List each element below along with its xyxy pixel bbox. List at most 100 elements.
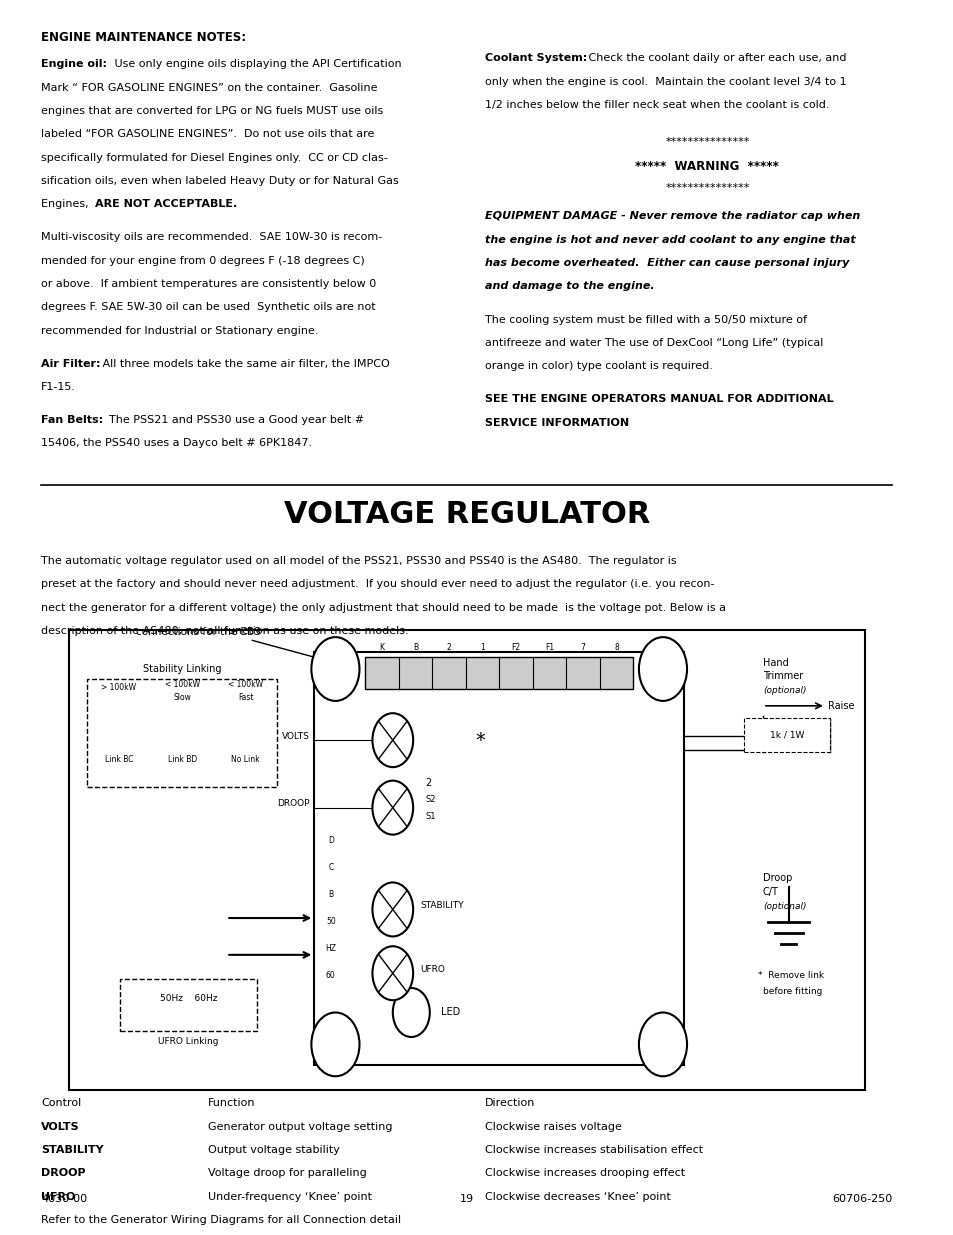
Text: VOLTAGE REGULATOR: VOLTAGE REGULATOR <box>283 500 649 529</box>
Text: 1: 1 <box>479 643 484 652</box>
Text: K: K <box>379 643 384 652</box>
Text: Droop: Droop <box>762 873 791 883</box>
Text: STABILITY: STABILITY <box>420 902 464 910</box>
Text: EQUIPMENT DAMAGE - Never remove the radiator cap when: EQUIPMENT DAMAGE - Never remove the radi… <box>485 211 860 221</box>
Text: 2: 2 <box>425 778 431 788</box>
Text: Air Filter:: Air Filter: <box>41 358 101 369</box>
Text: Direction: Direction <box>485 1098 536 1108</box>
Text: Clockwise raises voltage: Clockwise raises voltage <box>485 1121 621 1131</box>
Text: nect the generator for a different voltage) the only adjustment that should need: nect the generator for a different volta… <box>41 603 725 613</box>
Text: Clockwise increases drooping effect: Clockwise increases drooping effect <box>485 1168 685 1178</box>
Text: Link BC: Link BC <box>105 756 133 764</box>
Bar <box>365 657 633 689</box>
Text: SEE THE ENGINE OPERATORS MANUAL FOR ADDITIONAL: SEE THE ENGINE OPERATORS MANUAL FOR ADDI… <box>485 394 833 404</box>
Text: before fitting: before fitting <box>762 987 821 995</box>
Text: Fast: Fast <box>237 693 253 701</box>
Text: (optional): (optional) <box>762 902 805 911</box>
Text: S2: S2 <box>425 794 436 804</box>
Text: labeled “FOR GASOLINE ENGINES”.  Do not use oils that are: labeled “FOR GASOLINE ENGINES”. Do not u… <box>41 130 375 140</box>
Text: Engines,: Engines, <box>41 199 92 209</box>
Text: The automatic voltage regulator used on all model of the PSS21, PSS30 and PSS40 : The automatic voltage regulator used on … <box>41 556 676 566</box>
Text: description of the AS480, not all function as use on these models.: description of the AS480, not all functi… <box>41 626 409 636</box>
Text: has become overheated.  Either can cause personal injury: has become overheated. Either can cause … <box>485 258 849 268</box>
Text: B: B <box>413 643 417 652</box>
Text: UFRO: UFRO <box>420 965 445 974</box>
Text: 60706-250: 60706-250 <box>831 1194 891 1204</box>
Text: The cooling system must be filled with a 50/50 mixture of: The cooling system must be filled with a… <box>485 315 806 325</box>
Circle shape <box>311 637 359 701</box>
Text: 1k / 1W: 1k / 1W <box>769 731 803 740</box>
Text: 60: 60 <box>326 971 335 981</box>
Text: the engine is hot and never add coolant to any engine that: the engine is hot and never add coolant … <box>485 235 855 245</box>
Text: or above.  If ambient temperatures are consistently below 0: or above. If ambient temperatures are co… <box>41 279 376 289</box>
Text: No Link: No Link <box>231 756 259 764</box>
Text: and damage to the engine.: and damage to the engine. <box>485 282 655 291</box>
Text: > 100kW: > 100kW <box>101 683 136 692</box>
Text: C: C <box>328 863 334 872</box>
Text: engines that are converted for LPG or NG fuels MUST use oils: engines that are converted for LPG or NG… <box>41 106 383 116</box>
Circle shape <box>393 988 430 1037</box>
Text: C/T: C/T <box>762 888 778 898</box>
Text: Use only engine oils displaying the API Certification: Use only engine oils displaying the API … <box>111 59 401 69</box>
Text: F1-15.: F1-15. <box>41 382 76 391</box>
Text: only when the engine is cool.  Maintain the coolant level 3/4 to 1: only when the engine is cool. Maintain t… <box>485 77 846 86</box>
Text: orange in color) type coolant is required.: orange in color) type coolant is require… <box>485 361 713 372</box>
Text: All three models take the same air filter, the IMPCO: All three models take the same air filte… <box>99 358 390 369</box>
Text: *: * <box>476 731 485 750</box>
Text: SERVICE INFORMATION: SERVICE INFORMATION <box>485 417 629 427</box>
Text: F2: F2 <box>511 643 520 652</box>
Text: Voltage droop for paralleling: Voltage droop for paralleling <box>208 1168 366 1178</box>
Text: *  Remove link: * Remove link <box>758 971 823 979</box>
Bar <box>314 652 683 1066</box>
Text: 2: 2 <box>446 643 451 652</box>
Text: UFRO: UFRO <box>41 1192 75 1202</box>
Text: Function: Function <box>208 1098 255 1108</box>
Text: Slow: Slow <box>173 693 191 701</box>
Text: Clockwise decreases ‘Knee’ point: Clockwise decreases ‘Knee’ point <box>485 1192 671 1202</box>
Text: DROOP: DROOP <box>41 1168 86 1178</box>
Text: Link BD: Link BD <box>168 756 196 764</box>
Text: Mark “ FOR GASOLINE ENGINES” on the container.  Gasoline: Mark “ FOR GASOLINE ENGINES” on the cont… <box>41 83 377 93</box>
Text: Hand: Hand <box>762 658 788 668</box>
Text: Under-frequency ‘Knee’ point: Under-frequency ‘Knee’ point <box>208 1192 372 1202</box>
Text: specifically formulated for Diesel Engines only.  CC or CD clas-: specifically formulated for Diesel Engin… <box>41 153 388 163</box>
Circle shape <box>372 713 413 767</box>
Text: ARE NOT ACCEPTABLE.: ARE NOT ACCEPTABLE. <box>94 199 237 209</box>
Text: Control: Control <box>41 1098 81 1108</box>
Text: The PSS21 and PSS30 use a Good year belt #: The PSS21 and PSS30 use a Good year belt… <box>102 415 364 425</box>
Text: 7: 7 <box>580 643 585 652</box>
Text: Multi-viscosity oils are recommended.  SAE 10W-30 is recom-: Multi-viscosity oils are recommended. SA… <box>41 232 382 242</box>
Circle shape <box>372 781 413 835</box>
Text: Raise: Raise <box>827 700 853 711</box>
Text: LED: LED <box>440 1008 459 1018</box>
Text: 19: 19 <box>459 1194 474 1204</box>
Text: 8: 8 <box>614 643 618 652</box>
Text: STABILITY: STABILITY <box>41 1145 104 1155</box>
Text: B: B <box>328 890 333 899</box>
Circle shape <box>311 1013 359 1076</box>
Text: Clockwise increases stabilisation effect: Clockwise increases stabilisation effect <box>485 1145 702 1155</box>
Text: mended for your engine from 0 degrees F (-18 degrees C): mended for your engine from 0 degrees F … <box>41 256 365 266</box>
Text: sification oils, even when labeled Heavy Duty or for Natural Gas: sification oils, even when labeled Heavy… <box>41 175 398 186</box>
Text: Check the coolant daily or after each use, and: Check the coolant daily or after each us… <box>584 53 846 63</box>
Text: UFRO Linking: UFRO Linking <box>158 1037 218 1046</box>
Text: 50Hz    60Hz: 50Hz 60Hz <box>159 994 217 1004</box>
Bar <box>88 679 276 787</box>
Text: degrees F. SAE 5W-30 oil can be used  Synthetic oils are not: degrees F. SAE 5W-30 oil can be used Syn… <box>41 303 375 312</box>
Text: antifreeze and water The use of DexCool “Long Life” (typical: antifreeze and water The use of DexCool … <box>485 338 822 348</box>
Text: Coolant System:: Coolant System: <box>485 53 587 63</box>
Text: D: D <box>328 836 334 845</box>
Text: < 100kW: < 100kW <box>165 680 199 689</box>
Text: (optional): (optional) <box>762 687 805 695</box>
Text: < 100kW: < 100kW <box>228 680 263 689</box>
Text: 50: 50 <box>326 918 335 926</box>
Text: ***************: *************** <box>664 137 749 147</box>
Text: VOLTS: VOLTS <box>281 732 309 741</box>
Text: Engine oil:: Engine oil: <box>41 59 107 69</box>
Circle shape <box>372 883 413 936</box>
Text: Generator output voltage setting: Generator output voltage setting <box>208 1121 392 1131</box>
Text: ENGINE MAINTENANCE NOTES:: ENGINE MAINTENANCE NOTES: <box>41 31 246 44</box>
Text: preset at the factory and should never need adjustment.  If you should ever need: preset at the factory and should never n… <box>41 579 714 589</box>
Text: Trimmer: Trimmer <box>762 672 802 682</box>
Text: DROOP: DROOP <box>276 799 309 809</box>
